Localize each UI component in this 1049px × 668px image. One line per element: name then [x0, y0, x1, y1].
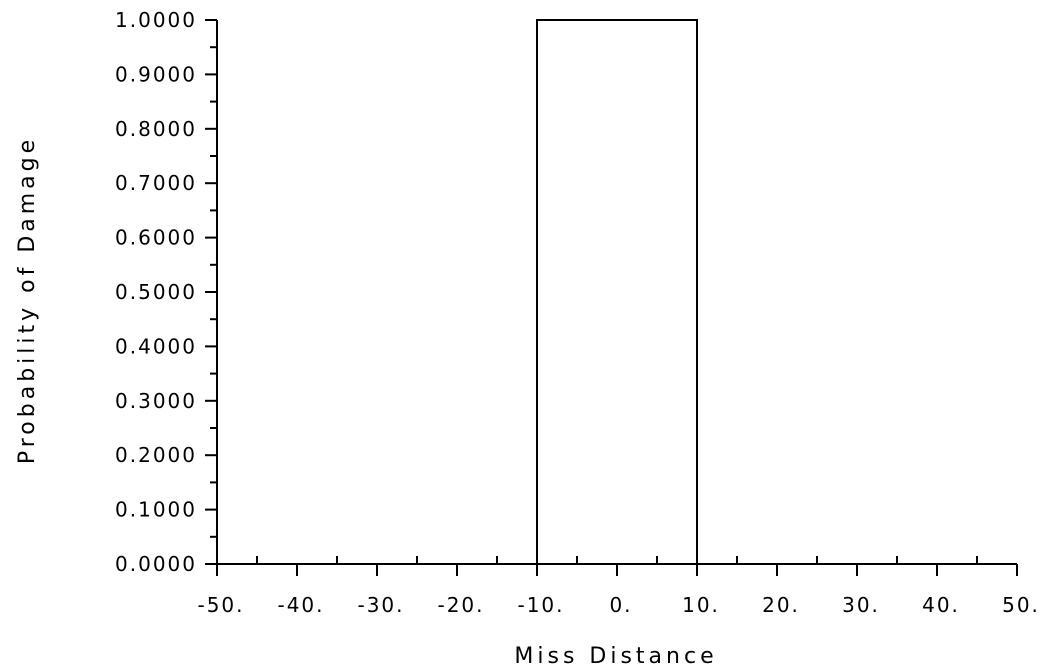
x-tick-label: 50. [1002, 593, 1040, 617]
y-tick-label: 0.4000 [115, 334, 197, 358]
y-axis-ticks [205, 19, 217, 565]
x-tick-label: 10. [682, 593, 720, 617]
y-axis-title: Probability of Damage [15, 136, 40, 464]
y-tick-label: 0.5000 [115, 280, 197, 304]
y-tick-label: 0.9000 [115, 62, 197, 86]
x-tick-label: -50. [197, 593, 244, 617]
x-tick-label: -20. [437, 593, 484, 617]
y-tick-label: 0.6000 [115, 226, 197, 250]
x-axis-ticks [216, 556, 1018, 576]
x-tick-label: 20. [762, 593, 800, 617]
x-tick-label: -40. [277, 593, 324, 617]
y-tick-label: 0.8000 [115, 117, 197, 141]
y-tick-label: 0.7000 [115, 171, 197, 195]
x-tick-label: -10. [517, 593, 564, 617]
y-tick-label: 0.0000 [115, 552, 197, 576]
y-axis-tick-labels: 0.0000 0.1000 0.2000 0.3000 0.4000 0.5000 0.60… [115, 8, 197, 576]
y-tick-label: 0.3000 [115, 389, 197, 413]
series-line [217, 19, 1017, 565]
x-tick-label: -30. [357, 593, 404, 617]
x-tick-label: 0. [609, 593, 632, 617]
x-axis-title: Miss Distance [514, 644, 717, 668]
x-tick-label: 30. [842, 593, 880, 617]
y-tick-label: 0.1000 [115, 498, 197, 522]
series-layer [217, 19, 1017, 565]
x-axis-tick-labels: -50. -40. -30. -20. -10. 0. 10. 20. 30. 40. 50. [197, 593, 1040, 617]
x-tick-label: 40. [922, 593, 960, 617]
y-tick-label: 0.2000 [115, 443, 197, 467]
y-tick-label: 1.0000 [115, 8, 197, 32]
